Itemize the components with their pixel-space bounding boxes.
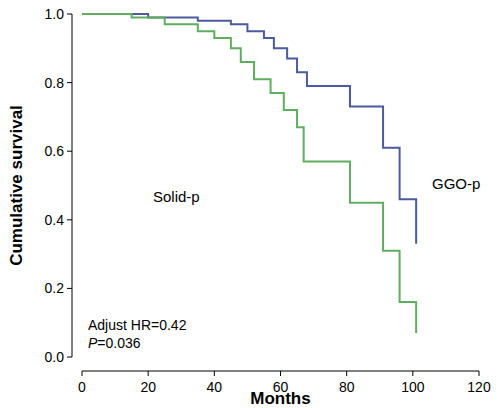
x-tick-label: 120 — [467, 379, 491, 395]
x-tick — [479, 371, 480, 376]
x-tick-label: 20 — [140, 379, 156, 395]
series-label: GGO-p — [432, 175, 480, 192]
x-axis-title: Months — [250, 389, 310, 408]
survival-curve — [82, 14, 416, 244]
x-tick — [346, 371, 347, 376]
annotation: P=0.036 — [88, 335, 141, 351]
series-label: Solid-p — [153, 188, 200, 205]
x-tick-label: 100 — [401, 379, 425, 395]
y-tick — [67, 14, 72, 15]
y-tick-label: 1.0 — [45, 6, 65, 22]
y-tick-label: 0.2 — [45, 280, 65, 296]
y-axis-line — [72, 14, 73, 357]
x-tick — [280, 371, 281, 376]
y-tick — [67, 151, 72, 152]
y-tick — [67, 288, 72, 289]
x-tick — [82, 371, 83, 376]
x-tick — [412, 371, 413, 376]
y-tick-label: 0.6 — [45, 143, 65, 159]
x-tick — [148, 371, 149, 376]
y-axis-title: Cumulative survival — [7, 105, 26, 266]
plot-area — [82, 14, 416, 333]
y-tick-label: 0.8 — [45, 75, 65, 91]
y-tick — [67, 357, 72, 358]
y-tick-label: 0.4 — [45, 212, 65, 228]
y-tick — [67, 82, 72, 83]
y-tick — [67, 219, 72, 220]
x-tick-label: 0 — [78, 379, 86, 395]
annotation: Adjust HR=0.42 — [88, 317, 187, 333]
y-tick-label: 0.0 — [45, 349, 65, 365]
x-tick-label: 40 — [207, 379, 223, 395]
chart: 0.00.20.40.60.81.0020406080100120MonthsC… — [0, 0, 500, 408]
survival-curve — [82, 14, 416, 333]
x-tick — [214, 371, 215, 376]
x-tick-label: 80 — [339, 379, 355, 395]
